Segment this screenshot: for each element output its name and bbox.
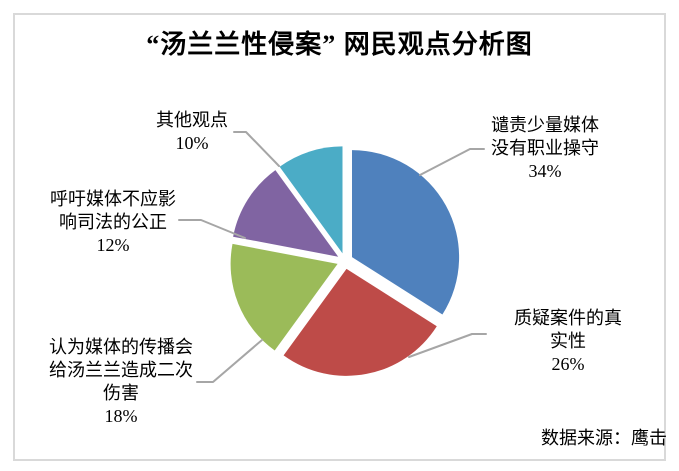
leader-lines bbox=[178, 131, 487, 383]
leader-line-doubt bbox=[408, 333, 487, 358]
chart-title: “汤兰兰性侵案” 网民观点分析图 bbox=[146, 30, 533, 59]
leader-line-condemn bbox=[419, 148, 485, 176]
slice-label-harm: 认为媒体的传播会 给汤兰兰造成二次 伤害 18% bbox=[49, 337, 193, 426]
pie-slice-4 bbox=[279, 146, 343, 254]
data-source-note: 数据来源：鹰击 bbox=[541, 428, 667, 448]
slice-label-other: 其他观点 10% bbox=[156, 110, 228, 153]
pie-slice-1 bbox=[283, 268, 437, 376]
slice-label-justice: 呼吁媒体不应影 响司法的公正 12% bbox=[50, 189, 176, 255]
leader-line-harm bbox=[196, 339, 263, 383]
pie-slice-3 bbox=[233, 170, 339, 257]
slice-label-doubt: 质疑案件的真实性 26% bbox=[514, 308, 622, 374]
pie-slice-0 bbox=[352, 150, 460, 315]
pie-slice-2 bbox=[230, 243, 338, 351]
pie-slices bbox=[230, 146, 460, 376]
slice-label-condemn: 谴责少量媒体 没有职业操守 34% bbox=[491, 115, 599, 181]
leader-line-other bbox=[233, 131, 280, 167]
leader-line-justice bbox=[178, 219, 246, 239]
